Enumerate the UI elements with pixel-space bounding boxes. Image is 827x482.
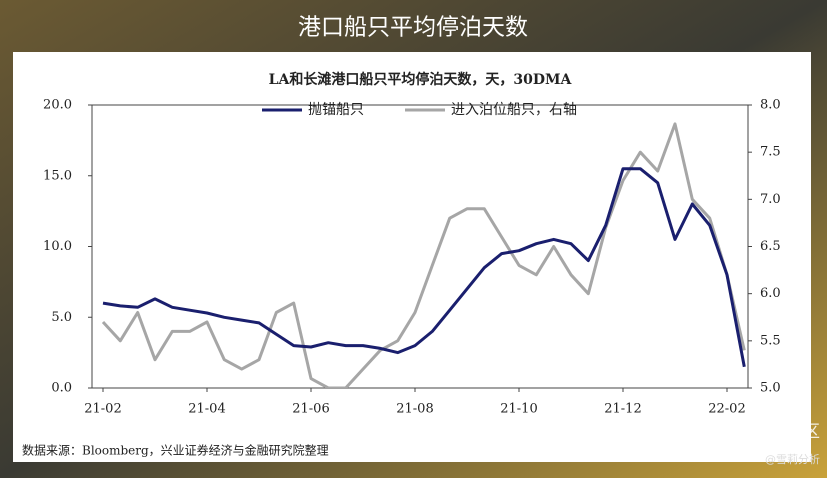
chart-panel — [13, 52, 811, 462]
x-tick-label: 21-10 — [500, 402, 537, 417]
y-tick-label: 0.0 — [51, 381, 72, 396]
chart-title: LA和长滩港口船只平均停泊天数，天，30DMA — [269, 71, 573, 88]
y2-tick-label: 6.0 — [760, 286, 781, 301]
legend-label: 抛锚船只 — [308, 102, 364, 118]
watermark: 老虎社区 — [752, 422, 820, 442]
y-tick-label: 10.0 — [43, 239, 72, 254]
y2-tick-label: 7.0 — [760, 192, 781, 207]
x-tick-label: 21-06 — [292, 402, 329, 417]
y2-tick-label: 5.0 — [760, 381, 781, 396]
series-line — [101, 122, 746, 388]
y2-tick-label: 7.5 — [760, 145, 781, 160]
source-note: 数据来源：Bloomberg，兴业证券经济与金融研究院整理 — [22, 443, 329, 458]
x-tick-label: 22-02 — [708, 402, 745, 417]
y-tick-label: 15.0 — [43, 168, 72, 183]
watermark: @雪莉分析 — [765, 452, 820, 466]
y2-tick-label: 6.5 — [760, 239, 781, 254]
series-line — [102, 167, 746, 368]
y-tick-label: 5.0 — [51, 310, 72, 325]
y2-tick-label: 5.5 — [760, 333, 781, 348]
y-tick-label: 20.0 — [43, 98, 72, 113]
page-title: 港口船只平均停泊天数 — [298, 15, 528, 41]
x-tick-label: 21-04 — [188, 402, 225, 417]
x-tick-label: 21-02 — [84, 402, 121, 417]
y2-tick-label: 8.0 — [760, 98, 781, 113]
x-tick-label: 21-08 — [396, 402, 433, 417]
x-tick-label: 21-12 — [604, 402, 641, 417]
legend-label: 进入泊位船只，右轴 — [451, 102, 577, 118]
